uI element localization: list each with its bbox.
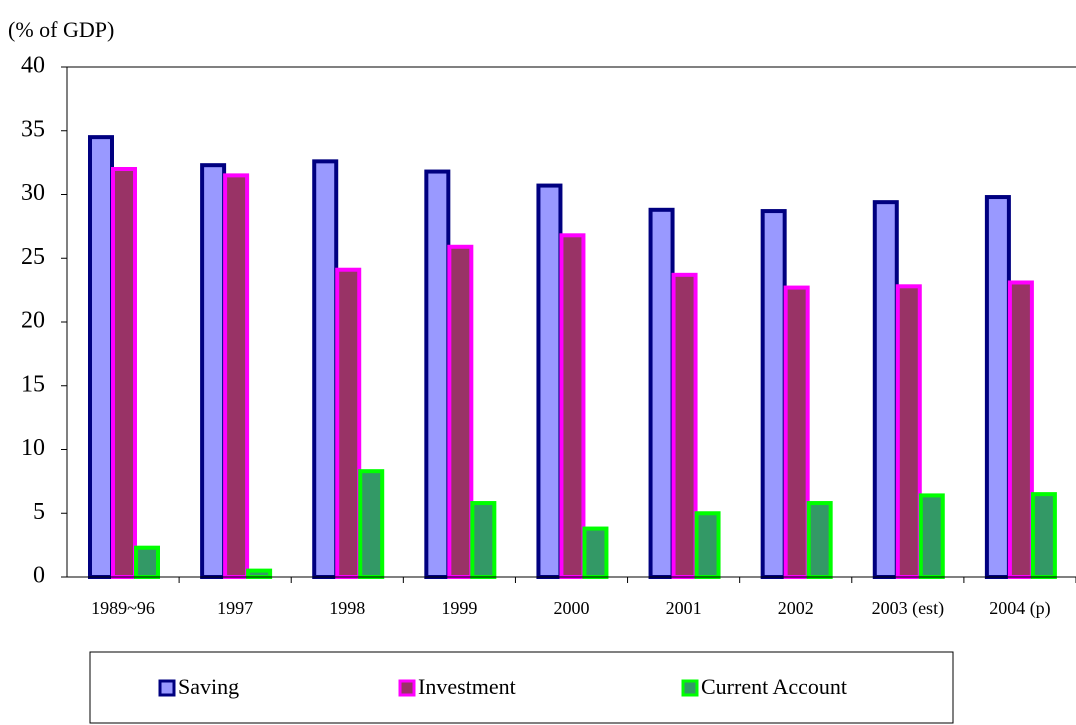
bar — [111, 167, 137, 579]
legend-swatch — [681, 679, 699, 697]
bar — [424, 169, 451, 580]
x-tick-label: 2003 (est) — [872, 598, 944, 619]
bar — [447, 244, 474, 579]
y-tick-label: 30 — [21, 180, 45, 206]
y-axis-label: (% of GDP) — [8, 17, 114, 42]
bar — [559, 233, 586, 580]
bar — [582, 526, 609, 579]
bar — [648, 207, 675, 580]
legend-label: Current Account — [701, 674, 847, 699]
x-tick-label: 2001 — [666, 598, 702, 618]
bar — [872, 200, 899, 579]
bar — [783, 285, 810, 579]
bar — [806, 501, 833, 579]
y-tick-label: 40 — [21, 53, 45, 79]
x-tick-label: 2004 (p) — [989, 598, 1051, 619]
legend-label: Investment — [418, 674, 516, 699]
bar — [358, 469, 385, 579]
y-tick-label: 35 — [21, 116, 45, 142]
legend-swatch — [158, 679, 176, 697]
y-tick-label: 5 — [33, 499, 45, 525]
bar — [200, 163, 227, 580]
bar — [223, 173, 250, 579]
y-tick-label: 0 — [33, 563, 45, 589]
legend-label: Saving — [178, 674, 239, 699]
x-tick-label: 2002 — [778, 598, 814, 618]
bar — [312, 159, 339, 579]
bar — [694, 511, 721, 579]
x-tick-label: 1989~96 — [91, 598, 155, 618]
bar — [134, 545, 160, 579]
y-tick-label: 10 — [21, 435, 45, 461]
bar — [671, 272, 698, 579]
y-tick-label: 25 — [21, 244, 45, 270]
legend-box — [89, 651, 954, 724]
legend-swatch — [398, 679, 416, 697]
bar — [470, 501, 497, 579]
x-tick-label: 1997 — [217, 598, 253, 618]
bar — [246, 568, 273, 579]
y-tick-label: 15 — [21, 371, 45, 397]
bar — [88, 135, 114, 579]
bar — [895, 284, 922, 579]
bar — [918, 493, 945, 579]
bar — [335, 267, 362, 579]
x-tick-label: 1999 — [441, 598, 477, 618]
x-tick-label: 2000 — [554, 598, 590, 618]
bar — [984, 195, 1011, 580]
bar — [1007, 280, 1034, 579]
bar — [536, 183, 563, 579]
bar — [760, 209, 787, 579]
bar — [1030, 492, 1057, 579]
x-tick-label: 1998 — [329, 598, 365, 618]
y-tick-label: 20 — [21, 308, 45, 334]
